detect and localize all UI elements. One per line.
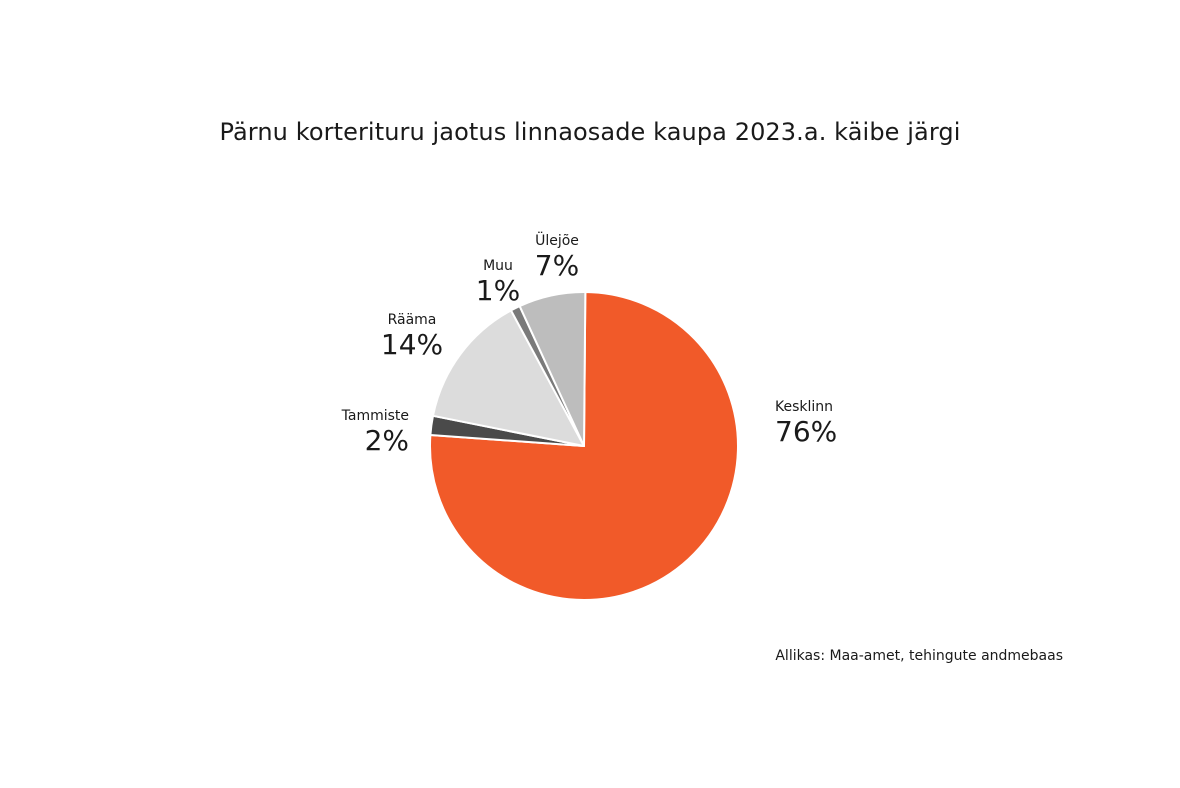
slice-label-kesklinn: Kesklinn 76% <box>775 400 837 446</box>
slice-name: Kesklinn <box>775 399 834 415</box>
slice-name: Rääma <box>387 312 437 328</box>
chart-title: Pärnu korterituru jaotus linnaosade kaup… <box>219 118 961 146</box>
pie-slice-raama <box>431 309 585 447</box>
slice-label-raama: Rääma 14% <box>376 313 448 359</box>
slice-label-tammiste: Tammiste 2% <box>342 409 409 455</box>
source-note: Allikas: Maa-amet, tehingute andmebaas <box>775 648 1063 664</box>
slice-percent: 1% <box>475 274 521 307</box>
slice-percent: 14% <box>380 328 444 361</box>
slice-percent: 76% <box>775 415 838 448</box>
slice-name: Tammiste <box>341 408 409 424</box>
slice-label-muu: Muu 1% <box>468 259 528 305</box>
slice-percent: 7% <box>534 249 580 282</box>
slice-percent: 2% <box>364 424 409 457</box>
slice-name: Muu <box>483 258 513 274</box>
slice-name: Ülejõe <box>535 233 579 249</box>
pie-slice-ulejoe <box>518 291 587 447</box>
slice-label-ulejoe: Ülejõe 7% <box>525 234 589 280</box>
